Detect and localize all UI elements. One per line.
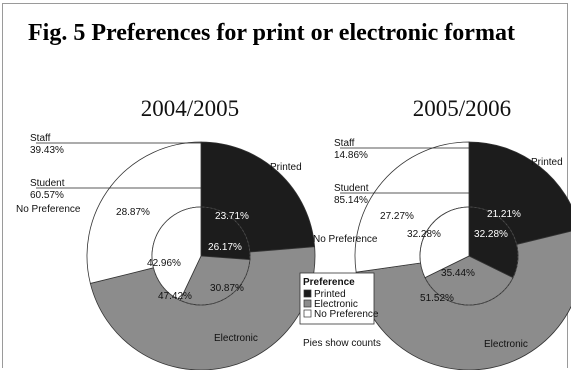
inner-data-label-2005-2006: 35.44% (441, 268, 475, 279)
category-label-no-preference-2005-2006: No Preference (313, 234, 378, 245)
category-label-printed-2005-2006: Printed (531, 157, 563, 168)
legend-box (299, 272, 375, 325)
outer-data-label-2005-2006: 21.21% (487, 209, 521, 220)
callout-name-student-2004-2005: Student (30, 178, 65, 189)
callout-value-staff-2005-2006: 14.86% (334, 150, 368, 161)
inner-data-label-2005-2006: 32.28% (474, 229, 508, 240)
inner-data-label-2004-2005: 26.17% (208, 242, 242, 253)
outer-data-label-2004-2005: 28.87% (116, 207, 150, 218)
chart-title-2005-2006: 2005/2006 (413, 96, 511, 121)
inner-data-label-2004-2005: 42.96% (147, 258, 181, 269)
inner-data-label-2005-2006: 32.28% (407, 229, 441, 240)
legend-item-electronic: Electronic (314, 299, 358, 310)
chart-title-2004-2005: 2004/2005 (141, 96, 239, 121)
category-label-electronic-2004-2005: Electronic (214, 333, 258, 344)
legend-swatch-electronic (303, 299, 312, 308)
callout-value-student-2004-2005: 60.57% (30, 190, 64, 201)
callout-name-staff-2005-2006: Staff (334, 138, 355, 149)
callout-name-student-2005-2006: Student (334, 183, 369, 194)
legend-swatch-printed (303, 289, 312, 298)
legend-item-no-preference: No Preference (314, 309, 379, 320)
inner-ring-border-2005-2006 (419, 206, 519, 306)
footnote: Pies show counts (303, 338, 381, 349)
outer-data-label-2005-2006: 27.27% (380, 211, 414, 222)
legend-title: Preference (303, 277, 355, 288)
inner-ring-border-2004-2005 (151, 206, 251, 306)
inner-data-label-2004-2005: 30.87% (210, 283, 244, 294)
figure-title: Fig. 5 Preferences for print or electron… (28, 20, 515, 46)
callout-name-staff-2004-2005: Staff (30, 133, 51, 144)
category-label-electronic-2005-2006: Electronic (484, 339, 528, 350)
outer-data-label-2004-2005: 23.71% (215, 211, 249, 222)
legend-swatch-no-preference (303, 309, 312, 318)
category-label-no-preference-2004-2005: No Preference (16, 204, 81, 215)
callout-value-student-2005-2006: 85.14% (334, 195, 368, 206)
category-label-printed-2004-2005: Printed (270, 162, 302, 173)
callout-value-staff-2004-2005: 39.43% (30, 145, 64, 156)
outer-data-label-2005-2006: 51.52% (420, 293, 454, 304)
outer-data-label-2004-2005: 47.42% (158, 291, 192, 302)
figure-frame (2, 3, 568, 368)
legend-item-printed: Printed (314, 289, 346, 300)
